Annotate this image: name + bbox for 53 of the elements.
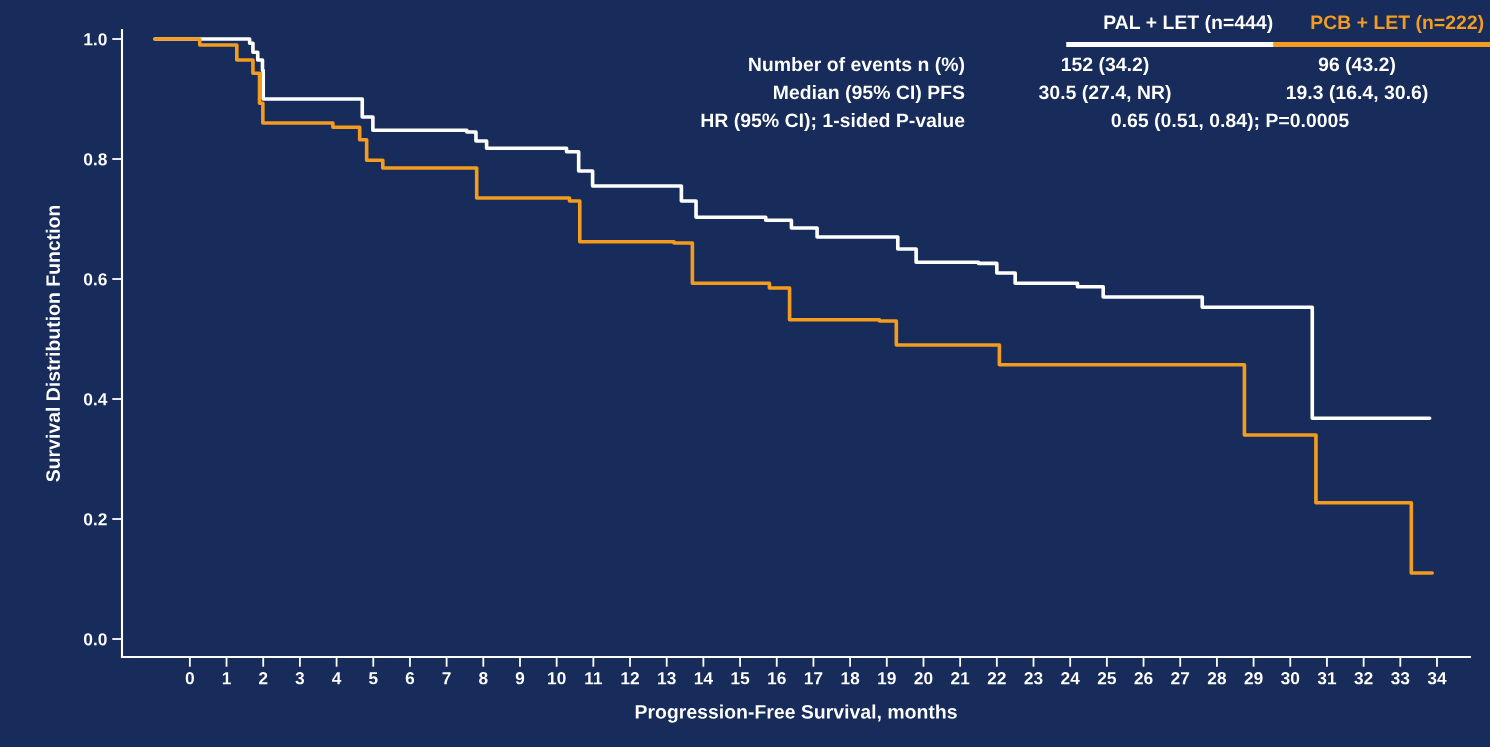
y-tick-label: 0.8 [83,153,107,166]
x-tick-label: 26 [1134,672,1153,685]
x-tick-label: 20 [914,672,933,685]
x-axis-title: Progression-Free Survival, months [635,704,957,723]
annotation: HR (95% CI); 1-sided P-value [701,112,965,132]
annotation: 30.5 (27.4, NR) [1038,84,1171,104]
x-tick-label: 33 [1391,672,1410,685]
x-tick-label: 18 [841,672,860,685]
annotation: 19.3 (16.4, 30.6) [1286,84,1428,104]
y-axis-title: Survival Distribution Function [45,205,60,482]
x-tick-label: 10 [548,672,566,685]
x-tick-label: 6 [405,672,415,685]
annotation: Number of events n (%) [749,56,965,76]
annotation: 96 (43.2) [1318,56,1395,76]
y-tick-label: 0.2 [83,513,107,526]
x-tick-label: 19 [878,672,896,685]
x-tick-label: 1 [222,672,231,685]
x-tick-label: 29 [1244,672,1263,685]
x-tick-label: 13 [658,672,676,685]
x-tick-label: 32 [1354,672,1373,685]
x-tick-label: 17 [804,672,823,685]
x-tick-label: 25 [1097,672,1117,685]
annotation: 152 (34.2) [1061,56,1149,76]
x-tick-label: 24 [1061,672,1080,685]
text: PCB + LET (n=222) [1311,14,1484,34]
x-tick-label: 23 [1024,672,1043,685]
x-tick-label: 3 [295,672,305,685]
x-tick-label: 11 [585,672,603,685]
x-tick-label: 22 [987,672,1006,685]
x-tick-label: 9 [515,672,525,685]
x-tick-label: 5 [368,672,378,685]
text: PAL + LET (n=444) [1104,14,1273,34]
x-tick-label: 14 [694,672,713,685]
annotation: Median (95% CI) PFS [773,84,965,104]
x-tick-label: 2 [258,672,268,685]
x-tick-label: 0 [185,672,194,685]
x-tick-label: 21 [951,672,970,685]
y-tick-label: 0.0 [83,633,107,646]
x-tick-label: 4 [332,672,342,685]
x-tick-label: 7 [442,672,451,685]
x-tick-label: 28 [1207,672,1227,685]
x-tick-label: 31 [1317,672,1337,685]
x-tick-label: 34 [1427,672,1447,685]
x-tick-label: 8 [479,672,488,685]
y-tick-label: 0.6 [83,273,107,286]
x-tick-label: 15 [731,672,750,685]
x-tick-label: 27 [1171,672,1190,685]
x-tick-label: 12 [621,672,639,685]
y-tick-label: 1.0 [84,33,107,46]
y-tick-label: 0.4 [83,393,108,406]
x-tick-label: 16 [768,672,786,685]
annotation: 0.65 (0.51, 0.84); P=0.0005 [1111,112,1349,132]
x-tick-label: 30 [1281,672,1300,685]
